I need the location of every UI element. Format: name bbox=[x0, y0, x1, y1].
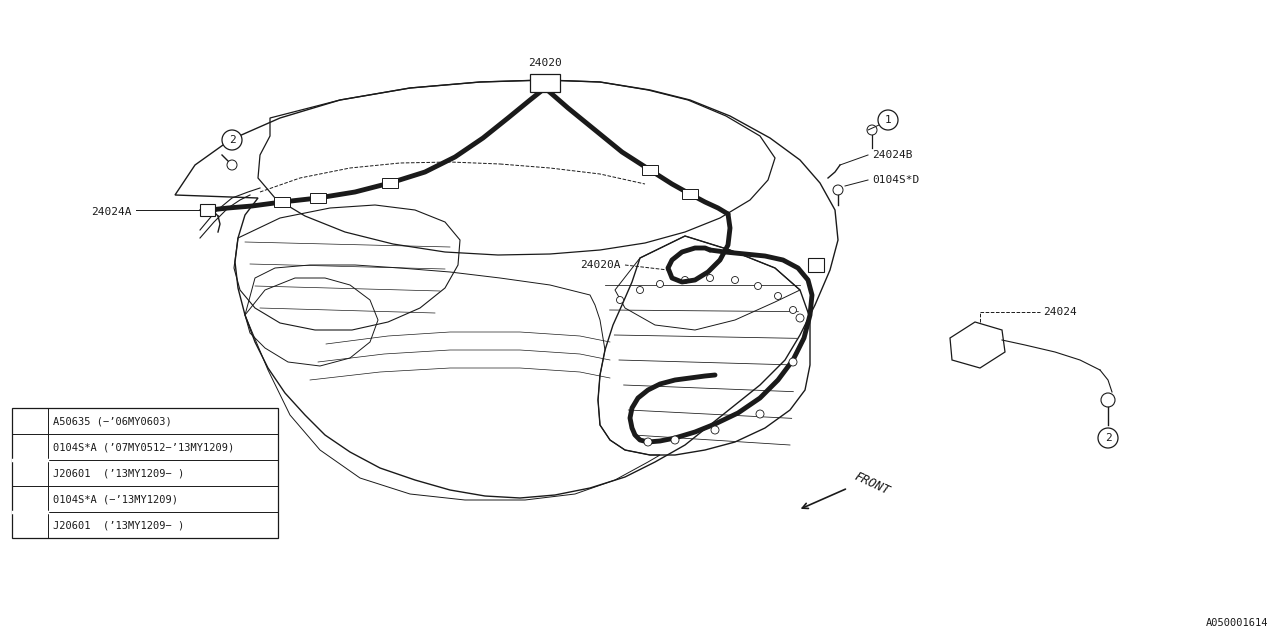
Text: 2: 2 bbox=[27, 494, 33, 504]
Text: A50635 (−’06MY0603): A50635 (−’06MY0603) bbox=[52, 416, 172, 426]
Text: A050001614: A050001614 bbox=[1206, 618, 1268, 628]
Text: 24024: 24024 bbox=[1043, 307, 1076, 317]
Bar bbox=[274, 197, 291, 207]
Circle shape bbox=[657, 280, 663, 287]
Bar bbox=[381, 178, 398, 188]
Circle shape bbox=[788, 358, 797, 366]
Bar bbox=[808, 258, 824, 272]
Circle shape bbox=[731, 276, 739, 284]
Circle shape bbox=[867, 125, 877, 135]
Bar bbox=[643, 165, 658, 175]
Bar bbox=[682, 189, 698, 199]
Circle shape bbox=[617, 296, 623, 303]
Circle shape bbox=[636, 287, 644, 294]
Circle shape bbox=[707, 275, 713, 282]
Circle shape bbox=[774, 292, 782, 300]
Text: 2: 2 bbox=[229, 135, 236, 145]
Text: 24020A: 24020A bbox=[580, 260, 621, 270]
Text: FRONT: FRONT bbox=[852, 470, 891, 498]
Bar bbox=[200, 204, 215, 216]
Circle shape bbox=[20, 489, 40, 509]
Text: 1: 1 bbox=[27, 442, 33, 452]
Text: J20601  (’13MY1209− ): J20601 (’13MY1209− ) bbox=[52, 468, 184, 478]
Circle shape bbox=[227, 160, 237, 170]
Circle shape bbox=[681, 276, 689, 284]
Circle shape bbox=[1101, 393, 1115, 407]
Circle shape bbox=[756, 410, 764, 418]
Circle shape bbox=[796, 314, 804, 322]
Text: 0104S*A (−’13MY1209): 0104S*A (−’13MY1209) bbox=[52, 494, 178, 504]
Circle shape bbox=[878, 110, 899, 130]
Text: 24024B: 24024B bbox=[872, 150, 913, 160]
Text: 0104S*A (’07MY0512−’13MY1209): 0104S*A (’07MY0512−’13MY1209) bbox=[52, 442, 234, 452]
Bar bbox=[12, 408, 278, 538]
Circle shape bbox=[710, 426, 719, 434]
Circle shape bbox=[671, 436, 678, 444]
Text: 0104S*D: 0104S*D bbox=[872, 175, 919, 185]
Text: 2: 2 bbox=[1105, 433, 1111, 443]
Circle shape bbox=[644, 438, 652, 446]
Text: 1: 1 bbox=[884, 115, 891, 125]
Circle shape bbox=[754, 282, 762, 289]
Text: 24020: 24020 bbox=[529, 58, 562, 68]
Circle shape bbox=[1098, 428, 1117, 448]
Bar bbox=[530, 74, 561, 92]
Circle shape bbox=[790, 307, 796, 314]
Text: 24024A: 24024A bbox=[91, 207, 132, 217]
Bar bbox=[310, 193, 326, 203]
Circle shape bbox=[833, 185, 844, 195]
Text: J20601  (’13MY1209− ): J20601 (’13MY1209− ) bbox=[52, 520, 184, 530]
Circle shape bbox=[20, 437, 40, 457]
Circle shape bbox=[221, 130, 242, 150]
